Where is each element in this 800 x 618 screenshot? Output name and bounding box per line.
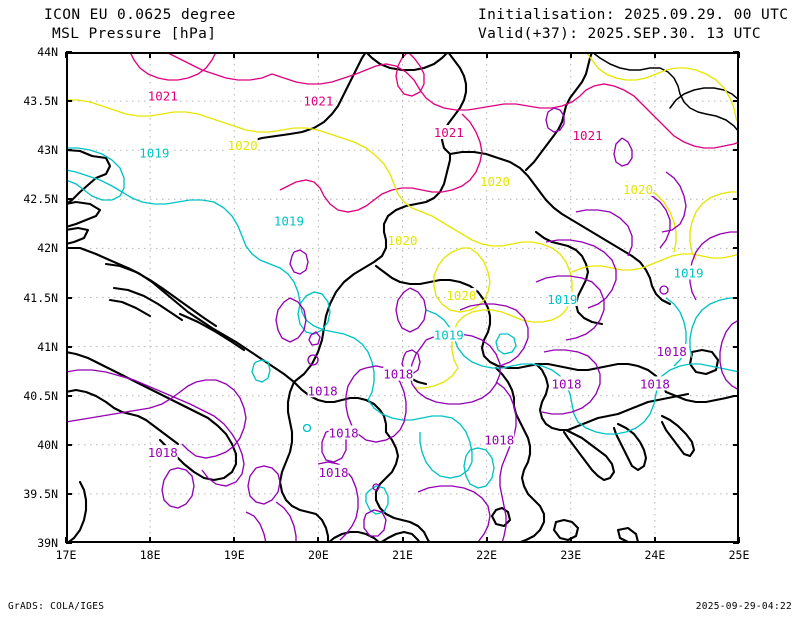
contour-map: 1021 1021 1021 1021 1020 1020 1020 1020 1020 1019… bbox=[66, 52, 739, 543]
axis-tick bbox=[66, 345, 72, 348]
axis-tick bbox=[733, 51, 739, 53]
axis-tick bbox=[66, 296, 72, 299]
initialisation-time: Initialisation: 2025.09.29. 00 UTC bbox=[478, 7, 789, 23]
contour-label: 1018 bbox=[148, 445, 178, 460]
contour-1021 bbox=[129, 52, 739, 213]
axis-tick bbox=[653, 537, 656, 543]
axis-tick bbox=[149, 537, 152, 543]
contour-label: 1018 bbox=[551, 376, 581, 391]
contour-label: 1020 bbox=[480, 174, 510, 189]
axis-tick bbox=[66, 443, 72, 446]
y-tick-label: 40N bbox=[37, 437, 58, 452]
contour-label: 1020 bbox=[446, 288, 476, 303]
contour-label: 1020 bbox=[387, 233, 417, 248]
axis-tick bbox=[401, 537, 404, 543]
contour-small-features bbox=[302, 285, 669, 491]
axis-tick bbox=[485, 537, 488, 543]
contour-label: 1018 bbox=[308, 383, 338, 398]
y-tick-label: 42.5N bbox=[23, 192, 58, 207]
x-tick-label: 25E bbox=[728, 548, 750, 562]
contour-label: 1021 bbox=[303, 94, 333, 109]
contour-label: 1018 bbox=[318, 465, 348, 480]
axis-tick bbox=[65, 52, 67, 58]
contour-label: 1021 bbox=[434, 125, 464, 140]
axis-tick bbox=[66, 542, 72, 544]
grads-credit: GrADS: COLA/IGES bbox=[8, 601, 105, 612]
x-tick-label: 20E bbox=[307, 548, 329, 562]
contour-label: 1018 bbox=[383, 367, 413, 382]
model-title: ICON EU 0.0625 degree bbox=[44, 7, 236, 23]
axis-tick bbox=[317, 52, 320, 58]
axis-tick bbox=[401, 52, 404, 58]
axis-tick bbox=[653, 52, 656, 58]
axis-tick bbox=[66, 198, 72, 201]
axis-tick bbox=[738, 537, 740, 543]
axis-tick bbox=[733, 149, 739, 152]
x-tick-label: 23E bbox=[560, 548, 582, 562]
y-tick-label: 41.5N bbox=[23, 290, 58, 305]
axis-tick bbox=[733, 443, 739, 446]
field-title: MSL Pressure [hPa] bbox=[52, 26, 217, 42]
contour-label: 1019 bbox=[673, 265, 703, 280]
y-tick-label: 43N bbox=[37, 143, 58, 158]
y-tick-label: 39.5N bbox=[23, 486, 58, 501]
map-plot-area: 1021 1021 1021 1021 1020 1020 1020 1020 1020 1019… bbox=[65, 51, 740, 544]
contour-label: 1020 bbox=[623, 182, 653, 197]
valid-time: Valid(+37): 2025.SEP.30. 13 UTC bbox=[478, 26, 762, 42]
axis-tick bbox=[317, 537, 320, 543]
contour-label: 1018 bbox=[640, 376, 670, 391]
contour-label: 1018 bbox=[484, 432, 514, 447]
x-tick-label: 17E bbox=[55, 548, 77, 562]
contour-label: 1018 bbox=[657, 344, 687, 359]
contour-label-layer: 1021 1021 1021 1021 1020 1020 1020 1020 1020 1019… bbox=[139, 88, 704, 480]
axis-tick bbox=[733, 247, 739, 250]
x-tick-label: 21E bbox=[392, 548, 413, 562]
axis-tick bbox=[733, 345, 739, 348]
axis-tick bbox=[733, 198, 739, 201]
contour-label: 1020 bbox=[228, 138, 258, 153]
contour-label: 1021 bbox=[573, 128, 603, 143]
y-tick-label: 42N bbox=[37, 241, 58, 256]
axis-tick bbox=[569, 52, 572, 58]
contour-label: 1019 bbox=[434, 327, 464, 342]
y-tick-label: 40.5N bbox=[23, 388, 58, 403]
x-tick-label: 22E bbox=[476, 548, 498, 562]
axis-tick bbox=[66, 149, 72, 152]
contour-1019 bbox=[66, 147, 739, 515]
axis-tick bbox=[66, 394, 72, 397]
axis-tick bbox=[65, 537, 67, 543]
axis-tick bbox=[738, 52, 740, 58]
axis-tick bbox=[66, 51, 72, 53]
contour-label: 1019 bbox=[139, 146, 169, 161]
axis-tick bbox=[485, 52, 488, 58]
axis-tick bbox=[66, 492, 72, 495]
axis-tick bbox=[733, 100, 739, 103]
x-tick-label: 19E bbox=[223, 548, 245, 562]
axis-tick bbox=[233, 537, 236, 543]
axis-tick bbox=[569, 537, 572, 543]
axis-tick bbox=[733, 394, 739, 397]
axis-tick bbox=[149, 52, 152, 58]
y-tick-label: 39N bbox=[37, 536, 58, 550]
contour-label: 1021 bbox=[148, 89, 178, 104]
contour-label: 1018 bbox=[329, 426, 359, 441]
render-timestamp: 2025-09-29-04:22 bbox=[695, 601, 792, 612]
x-tick-label: 24E bbox=[644, 548, 666, 562]
contour-label: 1019 bbox=[547, 292, 577, 307]
axis-tick bbox=[66, 100, 72, 103]
x-tick-label: 18E bbox=[139, 548, 161, 562]
axis-tick bbox=[733, 492, 739, 495]
y-tick-label: 44N bbox=[37, 45, 58, 59]
axis-tick bbox=[733, 542, 739, 544]
axis-tick bbox=[733, 296, 739, 299]
axis-tick bbox=[233, 52, 236, 58]
contour-label: 1019 bbox=[274, 213, 304, 228]
plot-frame bbox=[66, 52, 739, 543]
axis-tick bbox=[66, 247, 72, 250]
y-tick-label: 41N bbox=[37, 339, 58, 354]
y-tick-label: 43.5N bbox=[23, 94, 58, 109]
